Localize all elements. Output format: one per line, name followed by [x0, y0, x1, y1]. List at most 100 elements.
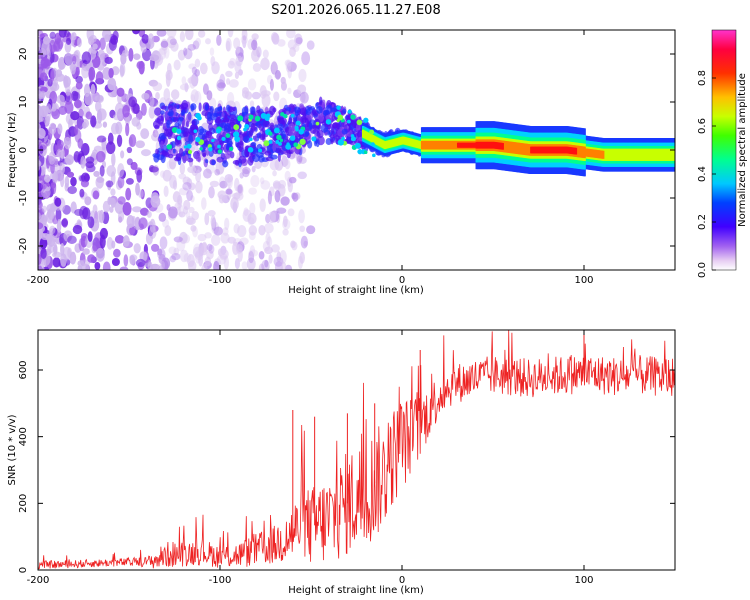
- heatmap-band-cell: [355, 123, 361, 131]
- heatmap-noise-blob: [119, 64, 125, 78]
- heatmap-band-cell: [281, 130, 286, 139]
- heatmap-bright-spot: [289, 135, 296, 141]
- heatmap-ridge-cell: [673, 148, 675, 161]
- heatmap-bright-spot: [363, 117, 369, 123]
- heatmap-band-cell: [246, 150, 250, 158]
- heatmap-noise-blob: [272, 170, 277, 177]
- heatmap-noise-blob: [165, 72, 171, 87]
- heatmap-noise-blob: [72, 224, 83, 235]
- heatmap-band-cell: [168, 109, 174, 117]
- heatmap-noise-blob: [166, 36, 177, 49]
- heatmap-noise-blob: [264, 259, 269, 268]
- heatmap-noise-blob: [281, 77, 287, 89]
- y-tick-label: 10: [18, 96, 29, 109]
- heatmap-noise-blob: [258, 224, 266, 236]
- heatmap-ridge-cell: [574, 147, 578, 155]
- heatmap-bright-spot: [195, 112, 201, 119]
- heatmap-noise-blob: [277, 39, 286, 47]
- heatmap-noise-blob: [40, 233, 50, 241]
- heatmap-noise-blob: [80, 155, 86, 169]
- heatmap-band-cell: [238, 134, 244, 143]
- heatmap-noise-blob: [188, 206, 195, 214]
- heatmap-noise-blob: [190, 225, 197, 232]
- heatmap-noise-blob: [249, 100, 255, 108]
- x-tick-label: -200: [27, 275, 50, 286]
- heatmap-noise-blob: [181, 76, 187, 85]
- heatmap-noise-blob: [110, 188, 116, 196]
- heatmap-noise-blob: [83, 173, 90, 182]
- heatmap-noise-blob: [95, 247, 105, 262]
- heatmap-noise-blob: [186, 215, 194, 225]
- heatmap-band-cell: [262, 120, 269, 128]
- heatmap-noise-blob: [40, 180, 48, 190]
- heatmap-noise-blob: [298, 68, 307, 83]
- heatmap-noise-blob: [259, 198, 266, 212]
- heatmap-noise-blob: [129, 226, 136, 236]
- heatmap-noise-blob: [250, 175, 260, 188]
- heatmap-band-cell: [254, 109, 263, 118]
- heatmap-noise-blob: [306, 225, 316, 235]
- heatmap-noise-blob: [49, 39, 56, 54]
- heatmap-noise-blob: [159, 236, 168, 250]
- heatmap-bright-spot: [285, 143, 292, 150]
- heatmap-noise-blob: [237, 184, 243, 194]
- heatmap-noise-blob: [106, 141, 116, 155]
- heatmap-noise-blob: [178, 187, 189, 196]
- heatmap-noise-blob: [274, 69, 281, 80]
- heatmap-bright-spot: [233, 124, 240, 131]
- heatmap-noise-blob: [281, 261, 287, 270]
- heatmap-band-cell: [190, 103, 197, 111]
- heatmap-noise-blob: [120, 150, 125, 159]
- heatmap-noise-blob: [42, 36, 51, 45]
- heatmap-noise-blob: [49, 31, 56, 39]
- heatmap-band-cell: [205, 159, 209, 164]
- heatmap-noise-blob: [41, 186, 51, 199]
- heatmap-noise-blob: [234, 71, 240, 80]
- heatmap-bright-spot: [315, 121, 320, 126]
- heatmap-noise-blob: [249, 245, 256, 258]
- heatmap-noise-blob: [248, 187, 257, 195]
- heatmap-noise-blob: [65, 37, 72, 46]
- heatmap-noise-blob: [40, 57, 49, 69]
- heatmap-noise-blob: [38, 201, 43, 209]
- snr-panel: -200 -100 0 100 0 200 400 600 Height of straig…: [7, 329, 676, 596]
- heatmap-noise-blob: [258, 250, 265, 260]
- heatmap-band-cell: [211, 159, 216, 166]
- heatmap-noise-blob: [73, 99, 82, 109]
- heatmap-noise-blob: [94, 95, 104, 103]
- heatmap-noise-blob: [227, 60, 235, 69]
- heatmap-noise-blob: [160, 260, 165, 270]
- heatmap-noise-blob: [108, 67, 114, 79]
- heatmap-noise-blob: [188, 63, 196, 70]
- heatmap-band-cell: [330, 137, 334, 145]
- heatmap-noise-blob: [208, 244, 215, 254]
- y-tick-label: 0: [18, 147, 29, 153]
- heatmap-bright-spot: [243, 127, 247, 132]
- heatmap-noise-blob: [190, 94, 195, 102]
- heatmap-noise-blob: [111, 152, 116, 167]
- heatmap-noise-blob: [126, 146, 133, 154]
- heatmap-noise-blob: [38, 253, 42, 266]
- heatmap-noise-blob: [227, 174, 234, 189]
- heatmap-noise-blob: [88, 66, 96, 81]
- heatmap-bright-spot: [176, 135, 182, 141]
- heatmap-noise-blob: [223, 255, 229, 270]
- heatmap-band-cell: [213, 113, 220, 118]
- heatmap-noise-blob: [166, 30, 177, 38]
- heatmap-noise-blob: [192, 246, 203, 258]
- heatmap-noise-blob: [67, 247, 73, 259]
- heatmap-noise-blob: [306, 40, 315, 50]
- heatmap-band-cell: [221, 111, 225, 118]
- heatmap-noise-blob: [64, 30, 70, 38]
- x-tick-label: 100: [574, 275, 593, 286]
- snr-y-ticks: 0 200 400 600: [18, 360, 675, 573]
- heatmap-band-cell: [225, 104, 231, 113]
- heatmap-bright-spot: [325, 119, 332, 125]
- heatmap-noise-blob: [151, 243, 160, 252]
- heatmap-noise-blob: [125, 178, 134, 185]
- heatmap-noise-blob: [132, 30, 140, 35]
- heatmap-bright-spot: [237, 115, 244, 122]
- heatmap-noise-blob: [273, 181, 282, 191]
- heatmap-noise-blob: [92, 190, 100, 200]
- heatmap-bright-spot: [217, 144, 221, 149]
